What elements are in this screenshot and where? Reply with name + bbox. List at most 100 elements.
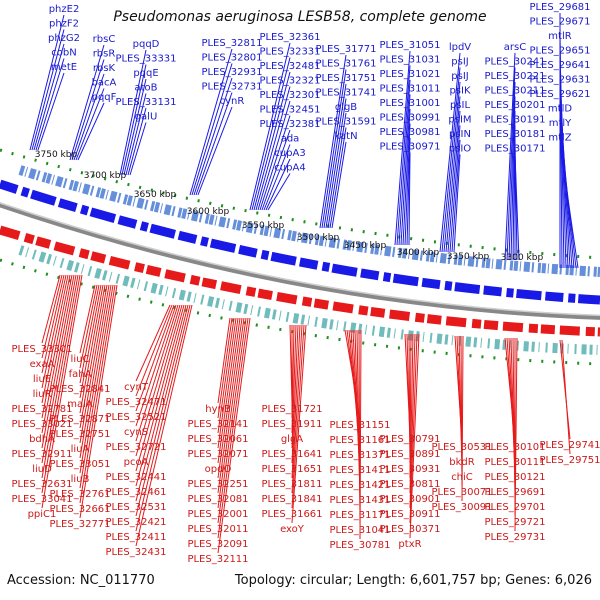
reverse-gene-label: PLES_32761 <box>49 489 110 500</box>
forward-gene-label: psIN <box>449 129 471 140</box>
reverse-gene-leader <box>217 317 233 419</box>
reverse-gene-label: PLES_32111 <box>187 554 248 565</box>
reverse-gene-leader <box>291 324 295 434</box>
forward-gene-leader <box>121 64 147 176</box>
forward-gene-leader <box>327 112 347 229</box>
reverse-gene-label: PLES_29721 <box>484 517 545 528</box>
reverse-gene-leader <box>561 339 571 455</box>
forward-gene-leader <box>249 42 291 211</box>
forward-gene-leader <box>29 14 65 151</box>
genome-summary-label: Topology: circular; Length: 6,601,757 bp… <box>234 573 592 588</box>
forward-gene-leader <box>453 154 461 253</box>
forward-gene-label: PLES_30201 <box>484 100 545 111</box>
reverse-gene-label: PLES_32721 <box>105 442 166 453</box>
forward-gene-leader <box>321 69 347 229</box>
forward-gene-label: bacA <box>92 78 117 89</box>
forward-gene-label: PLES_31741 <box>315 88 376 99</box>
reverse-gene-label: ppiC1 <box>28 509 57 520</box>
reverse-gene-leader <box>135 304 185 487</box>
forward-gene-label: PLES_30241 <box>484 57 545 68</box>
reverse-gene-leader <box>79 284 114 489</box>
reverse-gene-label: PLES_30811 <box>379 479 440 490</box>
reverse-gene-leader <box>41 274 77 464</box>
reverse-gene-label: exoY <box>280 524 305 535</box>
reverse-gene-label: PLES_30781 <box>329 540 390 551</box>
reverse-gene-leader <box>79 284 116 504</box>
reverse-gene-leader <box>217 317 251 554</box>
reverse-gene-leader <box>135 304 189 517</box>
forward-gene-label: phzF2 <box>49 19 79 30</box>
kbp-tick-label: 3450 kbp <box>344 241 387 251</box>
forward-gene-label: psIM <box>448 115 471 126</box>
reverse-gene-label: hynB <box>205 404 231 415</box>
forward-gene-label: mtlD <box>548 104 572 115</box>
forward-gene-leader <box>400 94 411 246</box>
forward-gene-label: rbsC <box>93 34 116 45</box>
reverse-gene-label: PLES_31041 <box>329 525 390 536</box>
forward-gene-leader <box>396 65 411 246</box>
forward-gene-leader <box>259 115 291 211</box>
forward-gene-leader <box>443 81 461 253</box>
reverse-gene-label: PLES_31841 <box>261 494 322 505</box>
forward-gene-leader <box>267 173 291 211</box>
forward-gene-label: PLES_31751 <box>315 73 376 84</box>
map-title: Pseudomonas aeruginosa LESB58, complete … <box>113 9 487 25</box>
reverse-gene-label: PLES_32871 <box>49 414 110 425</box>
forward-gene-label: PLES_31001 <box>379 98 440 109</box>
reverse-gene-label: PLES_30911 <box>379 509 440 520</box>
reverse-gene-leader <box>217 317 235 434</box>
forward-gene-label: psIJ <box>451 57 468 68</box>
reverse-gene-label: PLES_29751 <box>539 455 600 466</box>
forward-gene-leader <box>265 158 291 211</box>
reverse-gene-label: PLES_32911 <box>11 449 72 460</box>
reverse-gene-leader <box>41 274 81 494</box>
forward-gene-label: PLES_32731 <box>201 82 262 93</box>
forward-strand-ring <box>0 179 600 305</box>
forward-gene-label: PLES_32931 <box>201 67 262 78</box>
reverse-gene-leader <box>79 284 110 459</box>
reverse-gene-leader <box>217 317 245 509</box>
forward-gene-leader <box>35 58 65 151</box>
reverse-gene-leader <box>359 329 362 540</box>
forward-gene-label: katN <box>334 131 357 142</box>
kbp-tick-label: 3550 kbp <box>242 221 285 231</box>
forward-gene-label: PLES_30981 <box>379 127 440 138</box>
forward-gene-label: PLES_31021 <box>379 69 440 80</box>
reverse-gene-label: PLES_29691 <box>484 487 545 498</box>
backbone-ring-highlight <box>0 202 600 317</box>
forward-gene-label: lpdV <box>449 42 471 53</box>
kbp-tick-label: 3600 kbp <box>187 207 230 217</box>
forward-gene-label: glgB <box>335 102 357 113</box>
forward-gene-label: PLES_32481 <box>259 61 320 72</box>
reverse-gene-leader <box>217 317 237 449</box>
forward-gene-label: PLES_31591 <box>315 117 376 128</box>
reverse-gene-leader <box>79 284 108 444</box>
reverse-gene-leader <box>291 324 303 494</box>
reverse-gene-label: opdO <box>205 464 232 475</box>
reverse-gene-label: PLES_31161 <box>329 435 390 446</box>
forward-gene-label: PLES_33331 <box>115 54 176 65</box>
reverse-gene-leader <box>217 317 249 539</box>
forward-gene-label: galU <box>135 112 158 123</box>
forward-gene-label: phzE2 <box>49 4 80 15</box>
forward-gene-label: PLES_32301 <box>259 90 320 101</box>
forward-gene-label: PLES_31011 <box>379 84 440 95</box>
forward-gene-leader <box>325 98 347 229</box>
forward-gene-label: PLES_30971 <box>379 142 440 153</box>
reverse-gene-label: PLES_30531 <box>431 442 492 453</box>
reverse-gene-label: glgA <box>281 434 303 445</box>
reverse-gene-label: PLES_30111 <box>484 457 545 468</box>
reverse-gene-label: PLES_32661 <box>49 504 110 515</box>
forward-gene-leader <box>69 44 105 161</box>
forward-gene-label: mtlR <box>548 31 571 42</box>
reverse-gene-label: PLES_30101 <box>484 442 545 453</box>
reverse-gene-leader <box>41 274 73 434</box>
forward-gene-label: PLES_30991 <box>379 113 440 124</box>
forward-gene-label: pqqD <box>133 39 160 50</box>
reverse-gene-leader <box>135 304 179 442</box>
kbp-tick-label: 3500 kbp <box>297 233 340 243</box>
reverse-gene-leader <box>409 333 416 509</box>
reverse-gene-label: PLES_30891 <box>379 449 440 460</box>
reverse-gene-label: PLES_33301 <box>11 344 72 355</box>
